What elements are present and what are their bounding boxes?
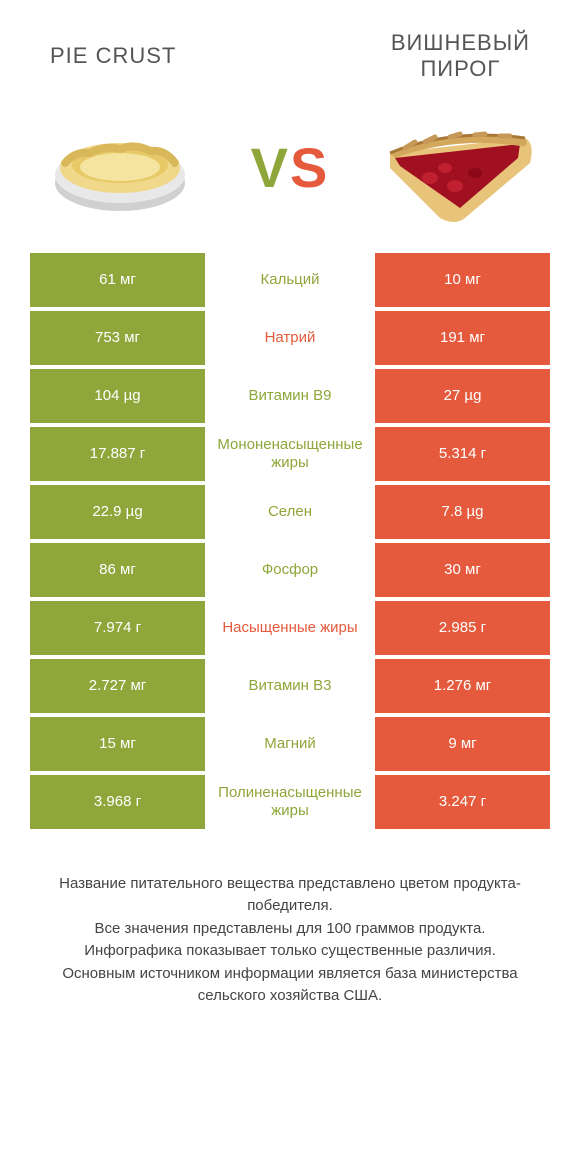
left-value-cell: 3.968 г: [30, 775, 205, 829]
left-value-cell: 104 µg: [30, 369, 205, 423]
nutrient-name-cell: Полиненасыщенные жиры: [205, 775, 375, 829]
footnote-line: Основным источником информации является …: [30, 963, 550, 1008]
nutrient-name-cell: Фосфор: [205, 543, 375, 597]
footnote-line: Все значения представлены для 100 граммо…: [30, 918, 550, 941]
right-product-title: ВИШНЕВЫЙПИРОГ: [391, 30, 530, 83]
right-value-cell: 7.8 µg: [375, 485, 550, 539]
nutrient-name-cell: Витамин B3: [205, 659, 375, 713]
nutrient-name-cell: Насыщенные жиры: [205, 601, 375, 655]
left-value-cell: 15 мг: [30, 717, 205, 771]
vs-s: S: [290, 136, 329, 199]
left-value-cell: 86 мг: [30, 543, 205, 597]
left-value-cell: 17.887 г: [30, 427, 205, 481]
left-value-cell: 22.9 µg: [30, 485, 205, 539]
header: PIE CRUST ВИШНЕВЫЙПИРОГ: [0, 0, 580, 93]
right-value-cell: 9 мг: [375, 717, 550, 771]
table-row: 86 мгФосфор30 мг: [30, 543, 550, 597]
right-value-cell: 2.985 г: [375, 601, 550, 655]
right-value-cell: 3.247 г: [375, 775, 550, 829]
vs-label: VS: [251, 135, 330, 200]
pie-crust-image: [40, 103, 200, 233]
table-row: 7.974 гНасыщенные жиры2.985 г: [30, 601, 550, 655]
nutrition-table: 61 мгКальций10 мг753 мгНатрий191 мг104 µ…: [30, 253, 550, 829]
cherry-pie-icon: [380, 108, 540, 228]
table-row: 15 мгМагний9 мг: [30, 717, 550, 771]
left-value-cell: 61 мг: [30, 253, 205, 307]
left-value-cell: 2.727 мг: [30, 659, 205, 713]
footnote-line: Инфографика показывает только существенн…: [30, 940, 550, 963]
table-row: 61 мгКальций10 мг: [30, 253, 550, 307]
right-value-cell: 30 мг: [375, 543, 550, 597]
vs-v: V: [251, 136, 290, 199]
left-value-cell: 753 мг: [30, 311, 205, 365]
images-row: VS: [0, 93, 580, 253]
nutrient-name-cell: Магний: [205, 717, 375, 771]
right-value-cell: 27 µg: [375, 369, 550, 423]
table-row: 17.887 гМононенасыщенные жиры5.314 г: [30, 427, 550, 481]
pie-crust-icon: [45, 113, 195, 223]
left-product-title: PIE CRUST: [50, 43, 176, 69]
nutrient-name-cell: Мононенасыщенные жиры: [205, 427, 375, 481]
nutrient-name-cell: Кальций: [205, 253, 375, 307]
footnote-line: Название питательного вещества представл…: [30, 873, 550, 918]
table-row: 3.968 гПолиненасыщенные жиры3.247 г: [30, 775, 550, 829]
nutrient-name-cell: Селен: [205, 485, 375, 539]
right-title-text: ВИШНЕВЫЙПИРОГ: [391, 30, 530, 81]
right-value-cell: 191 мг: [375, 311, 550, 365]
right-value-cell: 10 мг: [375, 253, 550, 307]
footnote: Название питательного вещества представл…: [0, 833, 580, 1008]
right-value-cell: 5.314 г: [375, 427, 550, 481]
left-value-cell: 7.974 г: [30, 601, 205, 655]
cherry-pie-image: [380, 103, 540, 233]
right-value-cell: 1.276 мг: [375, 659, 550, 713]
nutrient-name-cell: Натрий: [205, 311, 375, 365]
table-row: 104 µgВитамин B927 µg: [30, 369, 550, 423]
table-row: 753 мгНатрий191 мг: [30, 311, 550, 365]
table-row: 22.9 µgСелен7.8 µg: [30, 485, 550, 539]
nutrient-name-cell: Витамин B9: [205, 369, 375, 423]
table-row: 2.727 мгВитамин B31.276 мг: [30, 659, 550, 713]
